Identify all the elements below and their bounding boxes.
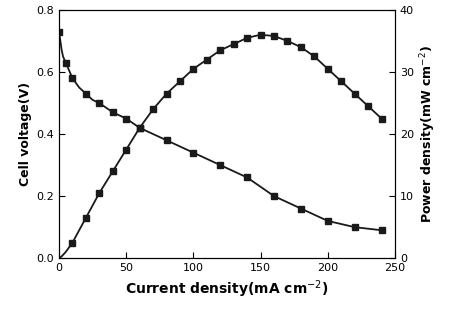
- Y-axis label: Power density(mW cm$^{-2}$): Power density(mW cm$^{-2}$): [418, 45, 438, 223]
- X-axis label: Current density(mA cm$^{-2}$): Current density(mA cm$^{-2}$): [125, 279, 329, 300]
- Y-axis label: Cell voltage(V): Cell voltage(V): [19, 82, 32, 186]
